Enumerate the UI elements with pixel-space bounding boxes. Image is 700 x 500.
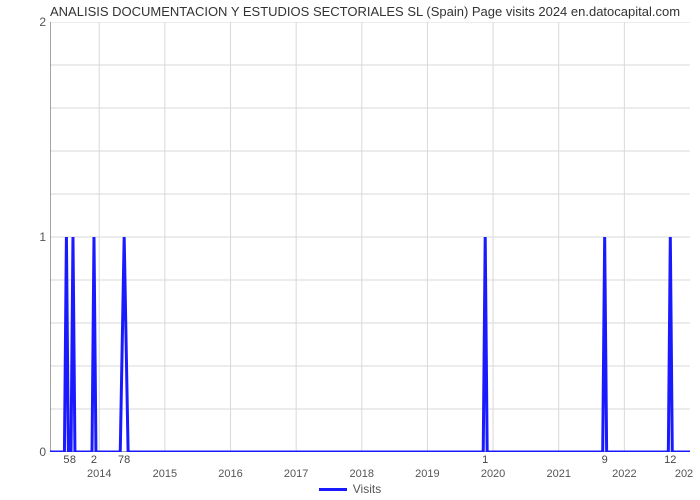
y-tick-label: 1 bbox=[6, 230, 46, 244]
legend-label: Visits bbox=[353, 482, 381, 496]
spike-value-label: 9 bbox=[602, 454, 608, 466]
chart-title: ANALISIS DOCUMENTACION Y ESTUDIOS SECTOR… bbox=[50, 4, 696, 19]
x-tick-label: 2014 bbox=[87, 468, 111, 480]
spike-value-label: 8 bbox=[70, 454, 76, 466]
spike-value-label: 2 bbox=[91, 454, 97, 466]
x-tick-label: 2017 bbox=[284, 468, 308, 480]
plot-svg bbox=[50, 22, 690, 452]
x-tick-label: 2016 bbox=[218, 468, 242, 480]
spike-value-label: 12 bbox=[664, 454, 676, 466]
y-tick-label: 2 bbox=[6, 15, 46, 29]
x-tick-label: 2015 bbox=[153, 468, 177, 480]
legend: Visits bbox=[0, 482, 700, 496]
x-tick-label: 2020 bbox=[481, 468, 505, 480]
spike-value-label: 78 bbox=[118, 454, 130, 466]
chart-area bbox=[50, 22, 690, 452]
x-tick-label: 2021 bbox=[546, 468, 570, 480]
x-tick-label: 202 bbox=[675, 468, 693, 480]
legend-swatch bbox=[319, 488, 347, 491]
spike-value-label: 1 bbox=[482, 454, 488, 466]
x-tick-label: 2022 bbox=[612, 468, 636, 480]
chart-container: ANALISIS DOCUMENTACION Y ESTUDIOS SECTOR… bbox=[0, 0, 700, 500]
x-tick-label: 2019 bbox=[415, 468, 439, 480]
x-tick-label: 2018 bbox=[350, 468, 374, 480]
spike-value-label: 5 bbox=[63, 454, 69, 466]
y-tick-label: 0 bbox=[6, 445, 46, 459]
